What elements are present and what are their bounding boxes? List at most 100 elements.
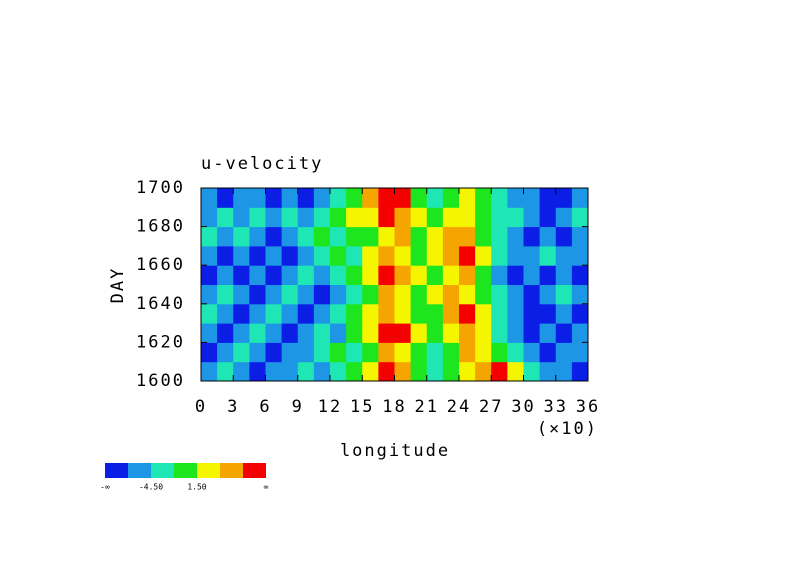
heat-cell [459,342,476,363]
heat-cell [249,207,266,228]
heat-cell [394,342,412,363]
y-tick-label: 1660 [136,255,185,275]
heat-cell [523,284,541,305]
heat-cell [201,303,218,324]
heat-cell [394,188,412,208]
heat-cell [265,226,283,247]
heat-cell [313,207,331,228]
heat-cell [313,226,331,247]
heat-cell [523,323,541,343]
heat-cell [233,226,250,247]
heat-cell [394,226,412,247]
heat-cell [491,342,508,363]
heat-cell [539,188,557,208]
heat-cell [459,265,476,285]
heat-cell [491,188,508,208]
heat-cell [442,303,460,324]
heat-cell [249,226,266,247]
heat-cell [491,361,508,382]
heat-cell [297,188,315,208]
heat-cell [507,245,524,266]
heat-cell [281,303,299,324]
heat-cell [233,188,250,208]
heat-cell [555,226,573,247]
heat-cell [217,188,234,208]
heat-cell [313,265,331,285]
heat-cell [297,342,315,363]
heat-cell [201,265,218,285]
heat-cell [346,207,363,228]
heat-cell [426,207,444,228]
heat-cell [426,342,444,363]
heat-cell [475,342,492,363]
heat-cell [442,207,460,228]
heat-cell [491,323,508,343]
heat-cell [217,207,234,228]
heat-cell [217,245,234,266]
heat-cell [539,361,557,382]
x-tick-label: 36 [576,397,600,417]
heat-cell [249,342,266,363]
heat-cell [410,284,428,305]
heat-cell [426,323,444,343]
heat-cell [201,226,218,247]
heat-cell [459,226,476,247]
heat-cell [571,188,589,208]
heat-cell [523,265,541,285]
colorbar-swatch [151,463,174,478]
heat-cell [297,361,315,382]
heat-cell [217,226,234,247]
heat-cell [410,207,428,228]
heat-cell [491,265,508,285]
heat-cell [410,245,428,266]
chart-title: u-velocity [201,154,323,174]
heat-cell [571,226,589,247]
heat-cell [442,361,460,382]
heat-cell [426,303,444,324]
heat-cell [217,265,234,285]
heat-cell [201,245,218,266]
heat-cell [346,245,363,266]
heat-cell [297,323,315,343]
heat-cell [346,342,363,363]
heat-cell [475,207,492,228]
heat-cell [313,323,331,343]
heat-cell [330,226,347,247]
heat-cell [491,284,508,305]
heat-cell [442,245,460,266]
heat-cell [475,226,492,247]
x-tick-label: 3 [227,397,239,417]
heat-cell [426,361,444,382]
heat-cell [539,207,557,228]
heat-cell [571,361,589,382]
heat-cell [555,323,573,343]
heat-cell [330,323,347,343]
heat-cell [539,342,557,363]
heat-cell [297,226,315,247]
x-axis-label: longitude [340,441,450,461]
heat-cell [378,207,395,228]
x-tick-label: 24 [447,397,471,417]
heat-cell [346,361,363,382]
colorbar-swatch [243,463,266,478]
heat-cell [523,226,541,247]
heat-cell [249,188,266,208]
heat-cell [475,323,492,343]
heat-cell [571,245,589,266]
heat-cell [217,361,234,382]
heat-cell [491,245,508,266]
heat-cell [394,361,412,382]
heat-cell [330,265,347,285]
heat-cell [233,284,250,305]
heat-cell [378,226,395,247]
heat-cell [281,226,299,247]
heat-cell [410,265,428,285]
heat-cell [410,188,428,208]
heat-cell [265,361,283,382]
heat-cell [442,226,460,247]
heat-cell [346,265,363,285]
heat-cell [378,303,395,324]
heat-cell [313,284,331,305]
heat-cell [459,361,476,382]
heat-cell [475,265,492,285]
